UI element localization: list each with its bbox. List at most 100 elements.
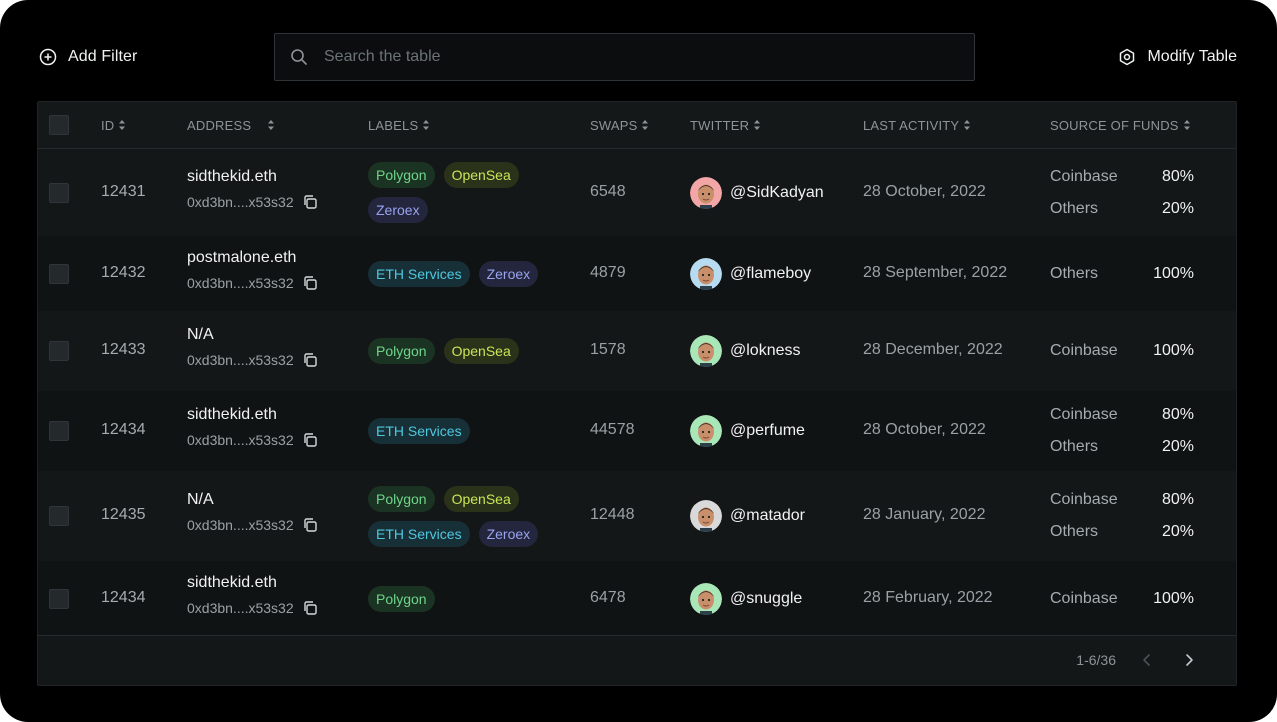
address-cell: N/A 0xd3bn....x53s32: [187, 326, 318, 368]
swaps-count: 6478: [590, 588, 626, 606]
column-header-labels[interactable]: LABELS: [368, 102, 430, 148]
label-tag[interactable]: ETH Services: [368, 418, 470, 444]
label-tag[interactable]: ETH Services: [368, 260, 470, 287]
label-tag[interactable]: Polygon: [368, 585, 435, 612]
twitter-cell[interactable]: @SidKadyan: [690, 176, 824, 209]
label-tag[interactable]: Zeroex: [368, 197, 428, 223]
add-filter-label: Add Filter: [68, 48, 138, 65]
source-of-funds-cell: Others 100%: [1050, 263, 1194, 285]
last-activity-date: 28 February, 2022: [863, 588, 993, 606]
avatar: [690, 335, 722, 367]
copy-icon[interactable]: [302, 352, 318, 368]
label-tag[interactable]: OpenSea: [443, 162, 519, 188]
table-row[interactable]: 12434 sidthekid.eth 0xd3bn....x53s32 ETH Se…: [38, 391, 1236, 471]
fund-percent: 80%: [1161, 406, 1194, 423]
search-input[interactable]: [324, 48, 974, 66]
avatar: [690, 257, 722, 290]
label-tag[interactable]: Polygon: [368, 162, 435, 188]
column-header-address[interactable]: ADDRESS: [187, 102, 275, 148]
label-tag[interactable]: Polygon: [368, 338, 435, 364]
address-cell: sidthekid.eth 0xd3bn....x53s32: [187, 168, 318, 210]
row-id: 12435: [101, 506, 146, 523]
fund-percent: 80%: [1161, 167, 1194, 185]
wallet-address: 0xd3bn....x53s32: [187, 517, 294, 533]
column-header-last-activity[interactable]: LAST ACTIVITY: [863, 102, 971, 148]
fund-source: Others: [1050, 438, 1099, 455]
search-box[interactable]: [274, 33, 975, 81]
ens-name: postmalone.eth: [187, 248, 297, 266]
row-checkbox[interactable]: [49, 421, 69, 441]
column-header-id[interactable]: ID: [101, 102, 126, 148]
label-tag[interactable]: OpenSea: [443, 485, 519, 512]
wallet-address: 0xd3bn....x53s32: [187, 599, 294, 616]
twitter-handle[interactable]: @SidKadyan: [730, 183, 824, 201]
twitter-handle[interactable]: @perfume: [730, 422, 805, 439]
avatar: [690, 500, 722, 532]
column-label: SWAPS: [590, 117, 638, 133]
twitter-cell[interactable]: @flameboy: [690, 257, 812, 290]
wallet-address-line: 0xd3bn....x53s32: [187, 275, 318, 291]
select-all-checkbox[interactable]: [49, 115, 69, 135]
label-tag[interactable]: OpenSea: [443, 338, 519, 364]
swaps-count: 12448: [590, 506, 635, 523]
wallet-address-line: 0xd3bn....x53s32: [187, 352, 318, 368]
twitter-cell[interactable]: @perfume: [690, 415, 805, 447]
twitter-handle[interactable]: @snuggle: [730, 589, 803, 607]
column-header-twitter[interactable]: TWITTER: [690, 102, 761, 148]
copy-icon[interactable]: [302, 432, 318, 448]
copy-icon[interactable]: [302, 600, 318, 616]
chevron-right-icon[interactable]: [1180, 651, 1198, 669]
fund-source: Coinbase: [1050, 342, 1118, 359]
table-row[interactable]: 12431 sidthekid.eth 0xd3bn....x53s32 Polygo…: [38, 149, 1236, 236]
fund-percent: 80%: [1161, 491, 1194, 508]
data-table: ID ADDRESS LABELS SWAPS TWITTER LAST ACT…: [37, 101, 1237, 686]
label-tag[interactable]: Zeroex: [478, 260, 539, 287]
swaps-count: 6548: [590, 182, 626, 200]
row-checkbox[interactable]: [49, 263, 69, 284]
sort-icon: [1183, 120, 1190, 130]
copy-icon[interactable]: [302, 275, 318, 291]
modify-table-button[interactable]: Modify Table: [1118, 45, 1237, 69]
last-activity-date: 28 October, 2022: [863, 182, 986, 200]
labels-cell: Polygon OpenSea: [368, 338, 568, 364]
wallet-address-line: 0xd3bn....x53s32: [187, 600, 318, 616]
twitter-cell[interactable]: @snuggle: [690, 582, 803, 615]
twitter-handle[interactable]: @lokness: [730, 342, 801, 359]
table-row[interactable]: 12432 postmalone.eth 0xd3bn....x53s32 ETH S…: [38, 236, 1236, 311]
twitter-handle[interactable]: @flameboy: [730, 264, 812, 282]
column-header-source-of-funds[interactable]: SOURCE OF FUNDS: [1050, 102, 1191, 148]
wallet-address: 0xd3bn....x53s32: [187, 193, 294, 210]
add-filter-button[interactable]: Add Filter: [39, 45, 137, 69]
source-of-funds-cell: Coinbase 80% Others 20%: [1050, 489, 1194, 543]
row-checkbox[interactable]: [49, 182, 69, 203]
row-checkbox[interactable]: [49, 588, 69, 609]
wallet-address-line: 0xd3bn....x53s32: [187, 517, 318, 533]
fund-percent: 100%: [1153, 342, 1194, 359]
wallet-address: 0xd3bn....x53s32: [187, 432, 294, 448]
row-checkbox[interactable]: [49, 506, 69, 526]
row-id: 12433: [101, 341, 146, 358]
copy-icon[interactable]: [302, 194, 318, 210]
table-footer: 1-6/36: [38, 635, 1236, 685]
copy-icon[interactable]: [302, 517, 318, 533]
label-tag[interactable]: Polygon: [368, 485, 435, 512]
twitter-handle[interactable]: @matador: [730, 507, 805, 524]
table-row[interactable]: 12435 N/A 0xd3bn....x53s32 Polygon OpenSea ET…: [38, 471, 1236, 561]
twitter-cell[interactable]: @lokness: [690, 335, 801, 367]
column-header-swaps[interactable]: SWAPS: [590, 102, 649, 148]
fund-line: Coinbase 100%: [1050, 340, 1194, 362]
chevron-left-icon[interactable]: [1138, 651, 1156, 669]
labels-cell: ETH Services: [368, 418, 568, 444]
source-of-funds-cell: Coinbase 80% Others 20%: [1050, 166, 1194, 220]
row-checkbox[interactable]: [49, 341, 69, 361]
table-row[interactable]: 12433 N/A 0xd3bn....x53s32 Polygon OpenSea 15…: [38, 311, 1236, 391]
address-cell: N/A 0xd3bn....x53s32: [187, 491, 318, 533]
column-label: ID: [101, 117, 115, 133]
label-tag[interactable]: Zeroex: [478, 520, 539, 547]
settings-hexagon-icon: [1120, 48, 1135, 66]
twitter-cell[interactable]: @matador: [690, 500, 805, 532]
sort-icon: [642, 120, 649, 130]
label-tag[interactable]: ETH Services: [368, 520, 470, 547]
table-row[interactable]: 12434 sidthekid.eth 0xd3bn....x53s32 Polygo…: [38, 561, 1236, 636]
column-label: ADDRESS: [187, 117, 252, 133]
